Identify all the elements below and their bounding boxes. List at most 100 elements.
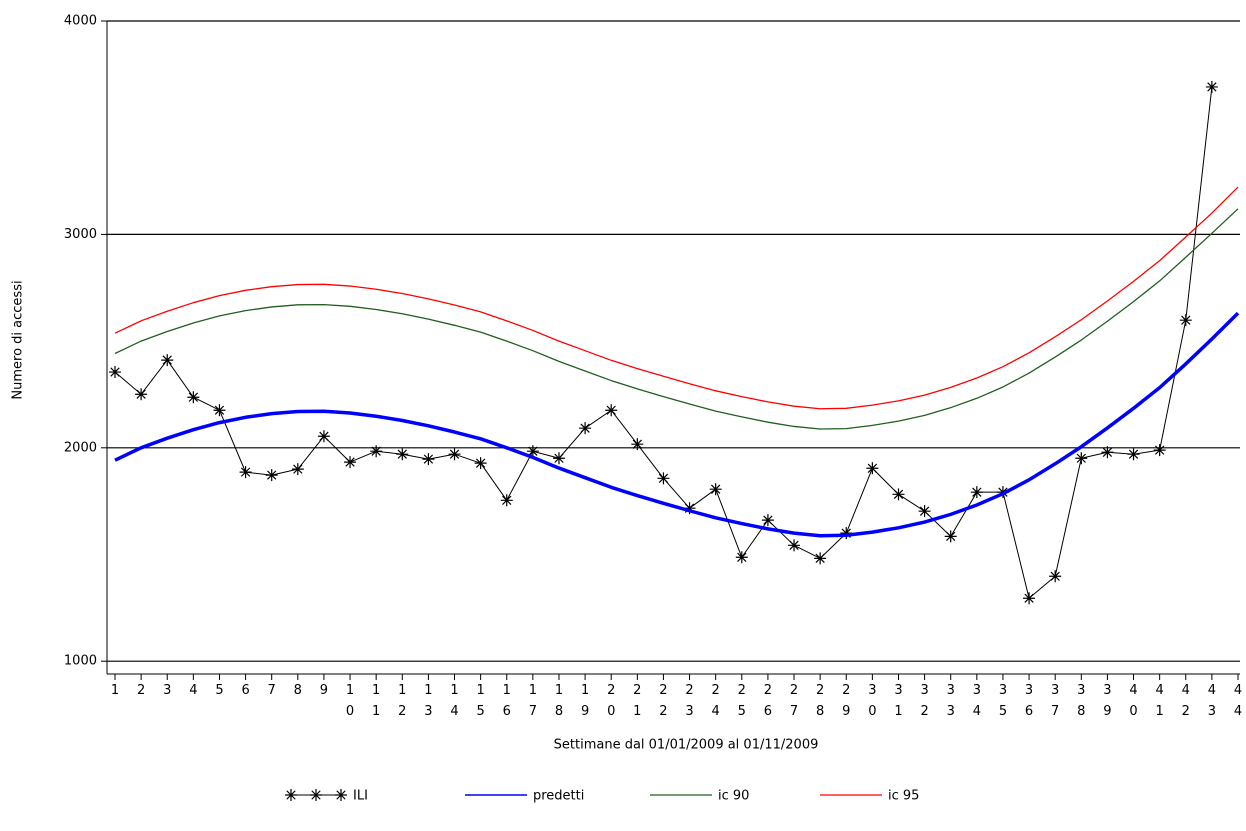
marker xyxy=(1179,314,1192,327)
marker xyxy=(1127,448,1140,461)
legend-label: ILI xyxy=(353,789,368,804)
marker xyxy=(579,422,592,435)
marker xyxy=(1049,570,1062,583)
marker xyxy=(683,502,696,515)
marker xyxy=(735,551,748,564)
x-tick-label: 3 xyxy=(163,683,171,698)
y-tick-label: 2000 xyxy=(64,440,97,455)
marker xyxy=(866,462,879,475)
y-axis-label: Numero di accessi xyxy=(11,280,26,399)
marker xyxy=(344,456,357,469)
marker xyxy=(892,488,905,501)
x-tick-label: 4 xyxy=(189,683,197,698)
marker xyxy=(657,472,670,485)
marker xyxy=(526,445,539,458)
x-tick-label: 8 xyxy=(294,683,302,698)
x-tick-label: 5 xyxy=(215,683,223,698)
legend-label: ic 90 xyxy=(718,789,749,804)
x-axis-label: Settimane dal 01/01/2009 al 01/11/2009 xyxy=(554,738,819,753)
y-tick-label: 1000 xyxy=(64,654,97,669)
x-tick-label: 6 xyxy=(241,683,249,698)
marker xyxy=(1101,446,1114,459)
marker xyxy=(1075,452,1088,465)
marker xyxy=(500,494,513,507)
marker xyxy=(239,466,252,479)
marker xyxy=(1023,592,1036,605)
legend-marker xyxy=(310,789,322,801)
marker xyxy=(944,530,957,543)
marker xyxy=(631,438,644,451)
series-line xyxy=(114,208,1239,430)
marker xyxy=(317,430,330,443)
marker xyxy=(1153,444,1166,457)
marker xyxy=(840,527,853,540)
legend-label: predetti xyxy=(533,789,584,804)
marker xyxy=(970,486,983,499)
marker xyxy=(291,463,304,476)
series-line xyxy=(114,311,1240,538)
marker xyxy=(422,453,435,466)
marker xyxy=(161,354,174,367)
x-tick-label: 7 xyxy=(268,683,276,698)
marker xyxy=(396,448,409,461)
x-tick-label: 1 xyxy=(111,683,119,698)
y-tick-label: 4000 xyxy=(64,14,97,29)
marker xyxy=(788,539,801,552)
x-tick-label: 9 xyxy=(320,683,328,698)
marker xyxy=(109,366,121,379)
marker xyxy=(370,445,383,458)
marker xyxy=(814,552,827,565)
marker xyxy=(605,404,618,417)
marker xyxy=(1205,80,1218,93)
series-line xyxy=(114,186,1239,410)
marker xyxy=(918,505,931,518)
y-tick-label: 3000 xyxy=(64,227,97,242)
marker xyxy=(474,457,487,470)
marker xyxy=(213,404,226,417)
legend-marker xyxy=(335,789,347,801)
marker xyxy=(187,391,200,404)
legend-label: ic 95 xyxy=(888,789,919,804)
marker xyxy=(448,448,461,461)
marker xyxy=(761,514,774,527)
legend-marker xyxy=(285,789,297,801)
x-tick-label: 2 xyxy=(137,683,145,698)
marker xyxy=(709,483,722,496)
series-line xyxy=(114,86,1213,599)
marker xyxy=(135,388,148,401)
